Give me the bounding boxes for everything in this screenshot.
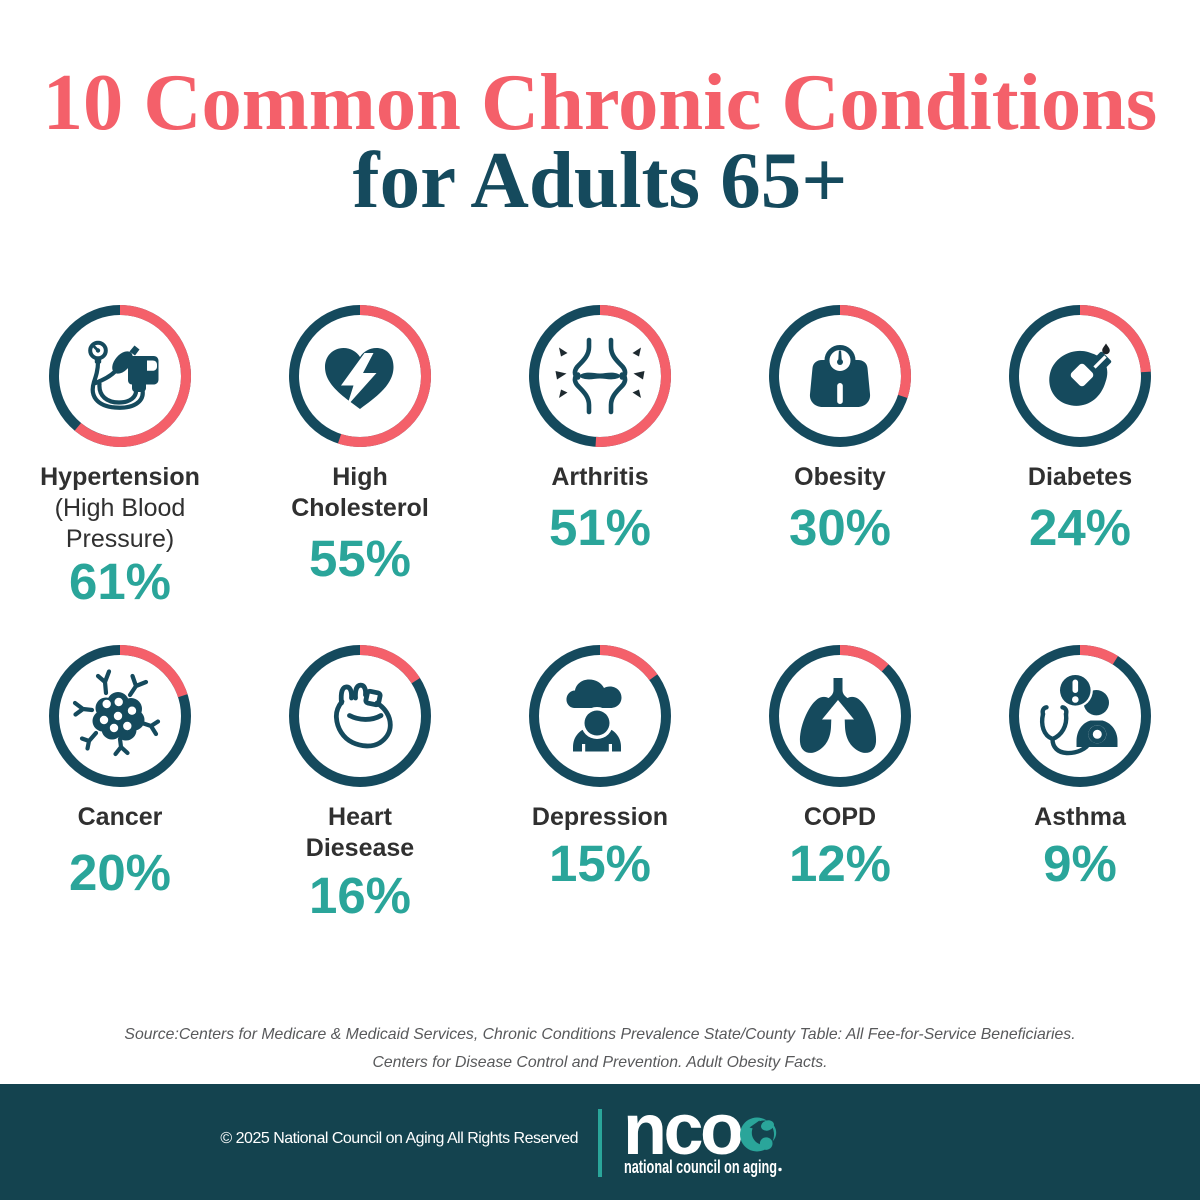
svg-text:national council on aging: national council on aging	[624, 1157, 777, 1177]
svg-text:nco: nco	[623, 1100, 742, 1170]
